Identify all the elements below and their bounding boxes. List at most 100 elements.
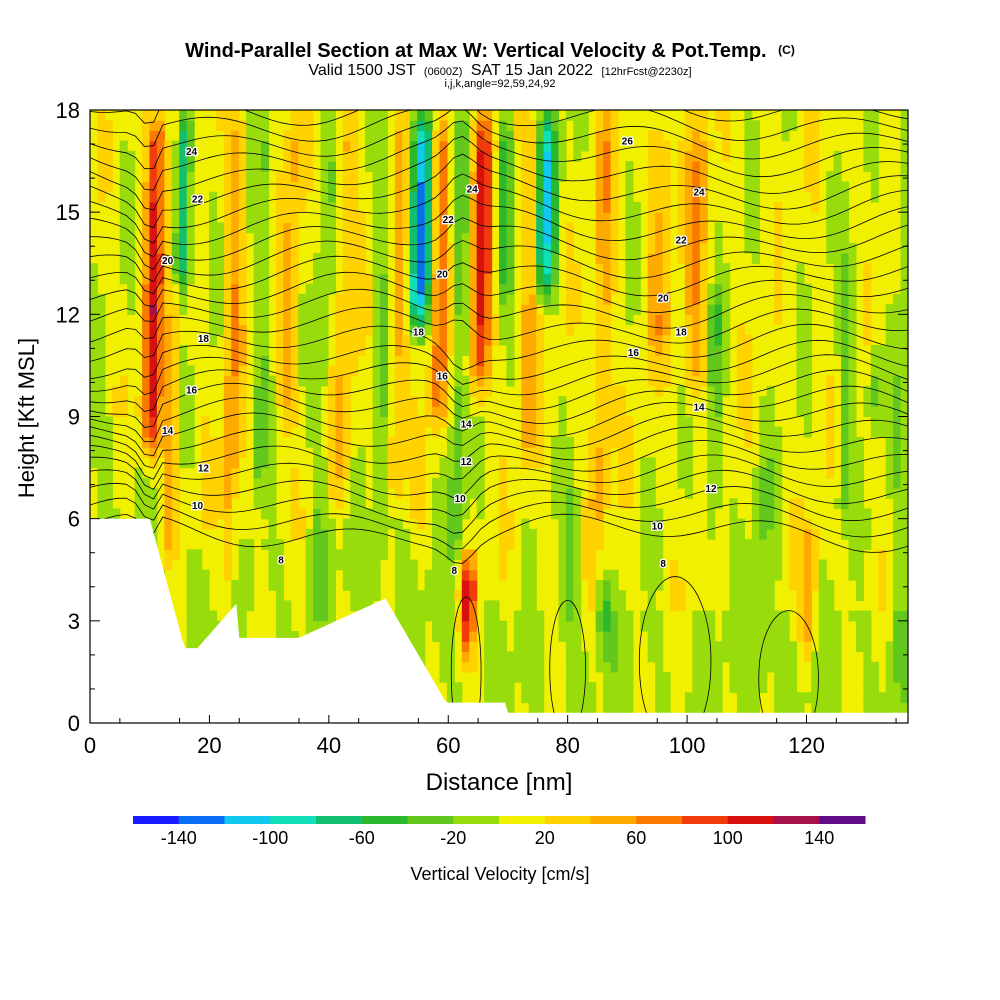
velocity-cell	[380, 110, 389, 121]
velocity-cell	[684, 273, 693, 285]
velocity-cell	[499, 283, 508, 295]
velocity-cell	[603, 692, 612, 704]
colorbar-swatch	[316, 816, 363, 824]
velocity-cell	[499, 242, 508, 254]
velocity-cell	[878, 692, 887, 704]
velocity-cell	[104, 171, 113, 183]
velocity-cell	[759, 447, 768, 458]
velocity-cell	[350, 130, 359, 142]
velocity-cell	[253, 416, 262, 428]
velocity-cell	[216, 222, 225, 234]
velocity-cell	[171, 253, 180, 264]
velocity-cell	[439, 477, 448, 489]
velocity-cell	[253, 375, 262, 387]
velocity-cell	[164, 171, 173, 183]
velocity-cell	[149, 161, 158, 172]
velocity-cell	[469, 559, 478, 571]
velocity-cell	[900, 263, 908, 275]
velocity-cell	[677, 436, 686, 448]
velocity-cell	[461, 263, 470, 275]
velocity-cell	[684, 334, 693, 346]
velocity-cell	[446, 641, 455, 653]
velocity-cell	[655, 273, 664, 285]
velocity-cell	[528, 293, 537, 305]
velocity-cell	[372, 232, 381, 244]
velocity-cell	[387, 467, 396, 479]
velocity-cell	[194, 579, 203, 591]
velocity-cell	[774, 293, 783, 305]
velocity-cell	[551, 161, 560, 172]
velocity-cell	[372, 212, 381, 223]
velocity-cell	[327, 171, 336, 183]
velocity-cell	[253, 385, 262, 397]
velocity-cell	[97, 140, 106, 152]
velocity-cell	[573, 120, 582, 132]
velocity-cell	[432, 610, 441, 622]
velocity-cell	[684, 181, 693, 193]
velocity-cell	[409, 610, 418, 622]
velocity-cell	[684, 702, 693, 714]
velocity-cell	[833, 651, 842, 663]
velocity-cell	[484, 631, 493, 642]
velocity-cell	[313, 263, 322, 275]
velocity-cell	[759, 396, 768, 407]
velocity-cell	[186, 396, 195, 407]
velocity-cell	[565, 651, 574, 663]
velocity-cell	[855, 467, 864, 479]
velocity-cell	[722, 283, 731, 295]
velocity-cell	[617, 651, 627, 663]
velocity-cell	[811, 150, 820, 162]
velocity-cell	[536, 222, 545, 234]
velocity-cell	[461, 436, 470, 448]
velocity-cell	[417, 590, 426, 601]
velocity-cell	[439, 130, 448, 142]
velocity-cell	[603, 569, 612, 581]
velocity-cell	[119, 232, 128, 244]
velocity-cell	[320, 304, 329, 315]
velocity-cell	[692, 283, 701, 295]
velocity-cell	[826, 457, 835, 469]
velocity-cell	[558, 140, 567, 152]
velocity-cell	[327, 447, 336, 458]
velocity-cell	[298, 324, 307, 336]
velocity-cell	[647, 232, 656, 244]
velocity-cell	[796, 273, 805, 285]
velocity-cell	[223, 416, 232, 428]
velocity-cell	[900, 610, 908, 622]
velocity-cell	[647, 263, 656, 275]
velocity-cell	[759, 549, 768, 561]
velocity-cell	[380, 324, 389, 336]
velocity-cell	[595, 396, 604, 407]
velocity-cell	[402, 355, 411, 367]
velocity-cell	[647, 150, 656, 162]
velocity-cell	[253, 263, 262, 275]
velocity-cell	[90, 334, 99, 346]
chart-subtitle-indices: i,j,k,angle=92,59,24,92	[444, 78, 555, 90]
velocity-cell	[454, 549, 463, 561]
velocity-cell	[647, 498, 656, 510]
velocity-cell	[179, 355, 188, 367]
velocity-cell	[372, 344, 381, 356]
velocity-cell	[610, 682, 619, 693]
velocity-cell	[617, 467, 627, 479]
velocity-cell	[662, 191, 671, 203]
velocity-cell	[789, 518, 798, 530]
velocity-cell	[729, 590, 738, 601]
velocity-cell	[662, 671, 671, 683]
velocity-cell	[142, 191, 151, 203]
velocity-cell	[454, 140, 463, 152]
velocity-cell	[223, 120, 232, 132]
velocity-cell	[878, 702, 887, 714]
velocity-cell	[528, 232, 537, 244]
velocity-cell	[313, 334, 322, 346]
velocity-cell	[342, 344, 351, 356]
velocity-cell	[201, 498, 210, 510]
velocity-cell	[238, 201, 247, 213]
velocity-cell	[699, 324, 708, 336]
velocity-cell	[357, 579, 366, 591]
velocity-cell	[261, 375, 270, 387]
velocity-cell	[253, 222, 262, 234]
velocity-cell	[617, 488, 627, 499]
velocity-cell	[164, 385, 173, 397]
theta-contour	[90, 397, 908, 443]
